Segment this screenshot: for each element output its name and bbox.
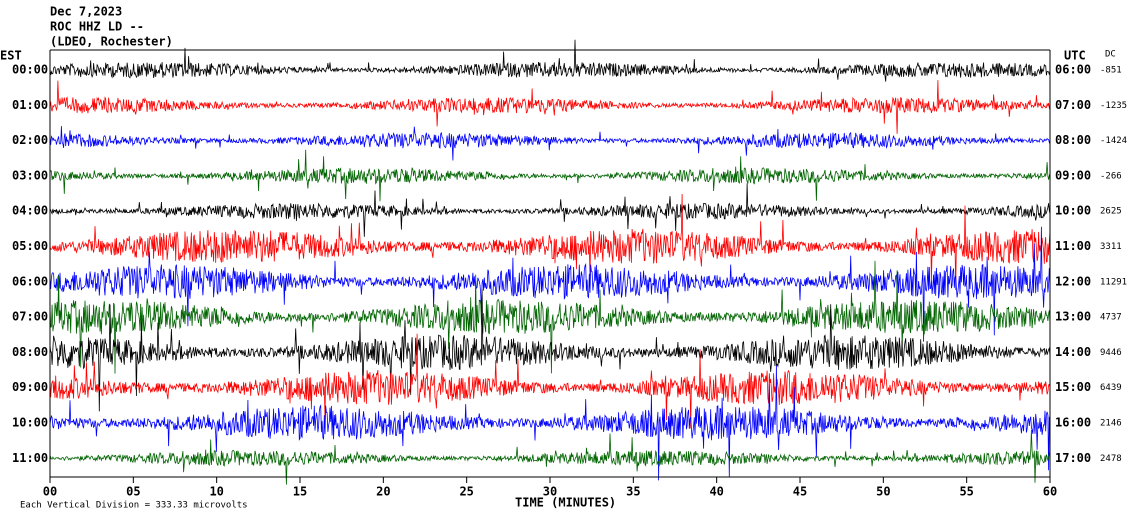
utc-hour: 12:00 — [1055, 274, 1091, 288]
trace — [49, 429, 1051, 485]
dc-value: -1235 — [1100, 101, 1127, 111]
x-tick-label: 30 — [543, 485, 557, 499]
est-hour: 01:00 — [12, 98, 48, 112]
utc-hour: 06:00 — [1055, 63, 1091, 77]
utc-hour: 14:00 — [1055, 345, 1091, 359]
x-tick-label: 45 — [793, 485, 807, 499]
est-hour: 04:00 — [12, 204, 48, 218]
est-hour: 03:00 — [12, 168, 48, 182]
header-line: Dec 7,2023 — [50, 5, 122, 19]
trace — [49, 333, 1051, 429]
est-hour: 08:00 — [12, 345, 48, 359]
utc-label: UTC — [1064, 49, 1086, 63]
header-line: (LDEO, Rochester) — [50, 35, 173, 49]
est-hour: 05:00 — [12, 239, 48, 253]
header-line: ROC HHZ LD -- — [50, 20, 144, 34]
dc-value: 4737 — [1100, 313, 1122, 323]
dc-value: 6439 — [1100, 383, 1122, 393]
traces — [49, 39, 1051, 485]
trace — [49, 80, 1051, 134]
trace — [49, 126, 1051, 161]
utc-hour: 15:00 — [1055, 380, 1091, 394]
trace — [49, 183, 1051, 237]
x-tick-label: 05 — [126, 485, 140, 499]
x-tick-label: 15 — [293, 485, 307, 499]
est-hour: 11:00 — [12, 451, 48, 465]
est-label: EST — [0, 49, 22, 63]
utc-hour: 10:00 — [1055, 204, 1091, 218]
x-tick-label: 35 — [626, 485, 640, 499]
dc-value: -1424 — [1100, 136, 1127, 146]
trace — [49, 193, 1051, 291]
utc-hour: 07:00 — [1055, 98, 1091, 112]
trace — [49, 365, 1051, 481]
x-axis-label: TIME (MINUTES) — [515, 496, 616, 510]
x-tick-label: 60 — [1043, 485, 1057, 499]
est-hour: 00:00 — [12, 63, 48, 77]
est-hour: 06:00 — [12, 274, 48, 288]
dc-value: 11291 — [1100, 277, 1127, 287]
est-hour: 02:00 — [12, 133, 48, 147]
est-hour: 07:00 — [12, 310, 48, 324]
dc-value: -851 — [1100, 66, 1122, 76]
x-tick-label: 55 — [959, 485, 973, 499]
dc-value: -266 — [1100, 171, 1122, 181]
est-hour: 09:00 — [12, 380, 48, 394]
x-tick-label: 25 — [459, 485, 473, 499]
trace — [49, 149, 1051, 202]
dc-value: 3311 — [1100, 242, 1122, 252]
trace — [49, 260, 1051, 374]
trace — [49, 226, 1051, 342]
trace — [49, 289, 1051, 412]
x-tick-label: 00 — [43, 485, 57, 499]
dc-label: DC — [1105, 50, 1116, 60]
utc-hour: 08:00 — [1055, 133, 1091, 147]
utc-hour: 16:00 — [1055, 416, 1091, 430]
trace — [49, 39, 1051, 82]
est-hour: 10:00 — [12, 416, 48, 430]
x-tick-label: 10 — [209, 485, 223, 499]
x-tick-label: 40 — [709, 485, 723, 499]
utc-hour: 09:00 — [1055, 168, 1091, 182]
dc-value: 9446 — [1100, 348, 1122, 358]
x-tick-label: 20 — [376, 485, 390, 499]
dc-value: 2478 — [1100, 454, 1122, 464]
utc-hour: 13:00 — [1055, 310, 1091, 324]
utc-hour: 17:00 — [1055, 451, 1091, 465]
x-tick-label: 50 — [876, 485, 890, 499]
footer: Each Vertical Division = 333.33 microvol… — [20, 501, 248, 511]
dc-value: 2625 — [1100, 207, 1122, 217]
utc-hour: 11:00 — [1055, 239, 1091, 253]
dc-value: 2146 — [1100, 419, 1122, 429]
